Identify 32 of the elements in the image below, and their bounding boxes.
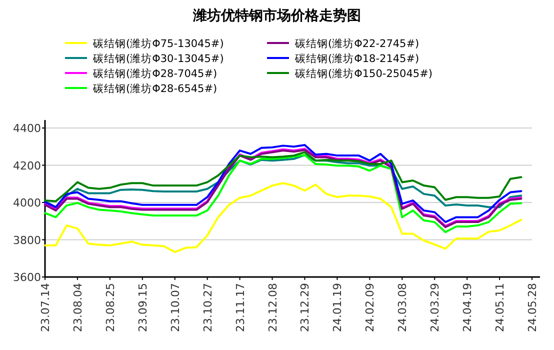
x-tick-label: 24.03.29 xyxy=(428,283,442,332)
legend-label: 碳结钢(潍坊Φ22-2745#) xyxy=(294,37,420,50)
chart-title: 潍坊优特钢市场价格走势图 xyxy=(192,7,361,24)
legend-label: 碳结钢(潍坊Φ18-2145#) xyxy=(294,52,420,65)
line-series xyxy=(44,151,522,202)
x-tick-label: 23.08.04 xyxy=(71,283,84,332)
y-tick-label: 4400 xyxy=(13,122,41,135)
x-tick-label: 24.05.28 xyxy=(526,283,539,332)
x-tick-label: 23.11.17 xyxy=(234,283,247,332)
y-tick-label: 4200 xyxy=(13,159,41,172)
x-tick-label: 24.01.19 xyxy=(331,283,344,332)
x-tick-label: 23.08.25 xyxy=(104,283,117,332)
x-tick-label: 24.03.08 xyxy=(396,283,410,332)
y-tick-label: 3600 xyxy=(13,271,41,284)
legend-label: 碳结钢(潍坊Φ150-25045#) xyxy=(294,67,432,80)
legend-label: 碳结钢(潍坊Φ30-13045#) xyxy=(92,52,224,65)
x-tick-label: 24.02.09 xyxy=(364,283,377,332)
legend-label: 碳结钢(潍坊Φ28-6545#) xyxy=(92,82,218,95)
y-tick-label: 4000 xyxy=(13,196,41,210)
x-tick-label: 23.12.29 xyxy=(298,283,312,332)
x-tick-label: 23.09.15 xyxy=(136,283,150,332)
x-tick-label: 23.10.27 xyxy=(201,283,214,332)
x-tick-label: 23.10.07 xyxy=(168,283,182,332)
x-tick-label: 23.12.08 xyxy=(266,283,280,332)
legend-label: 碳结钢(潍坊Φ28-7045#) xyxy=(92,67,218,80)
y-tick-label: 3800 xyxy=(13,234,41,247)
x-tick-label: 23.07.14 xyxy=(39,283,52,332)
line-series xyxy=(44,182,522,254)
x-tick-label: 24.05.11 xyxy=(494,283,507,332)
x-tick-label: 24.04.19 xyxy=(461,283,474,332)
legend-label: 碳结钢(潍坊Φ75-13045#) xyxy=(92,37,224,50)
line-series xyxy=(44,154,522,208)
